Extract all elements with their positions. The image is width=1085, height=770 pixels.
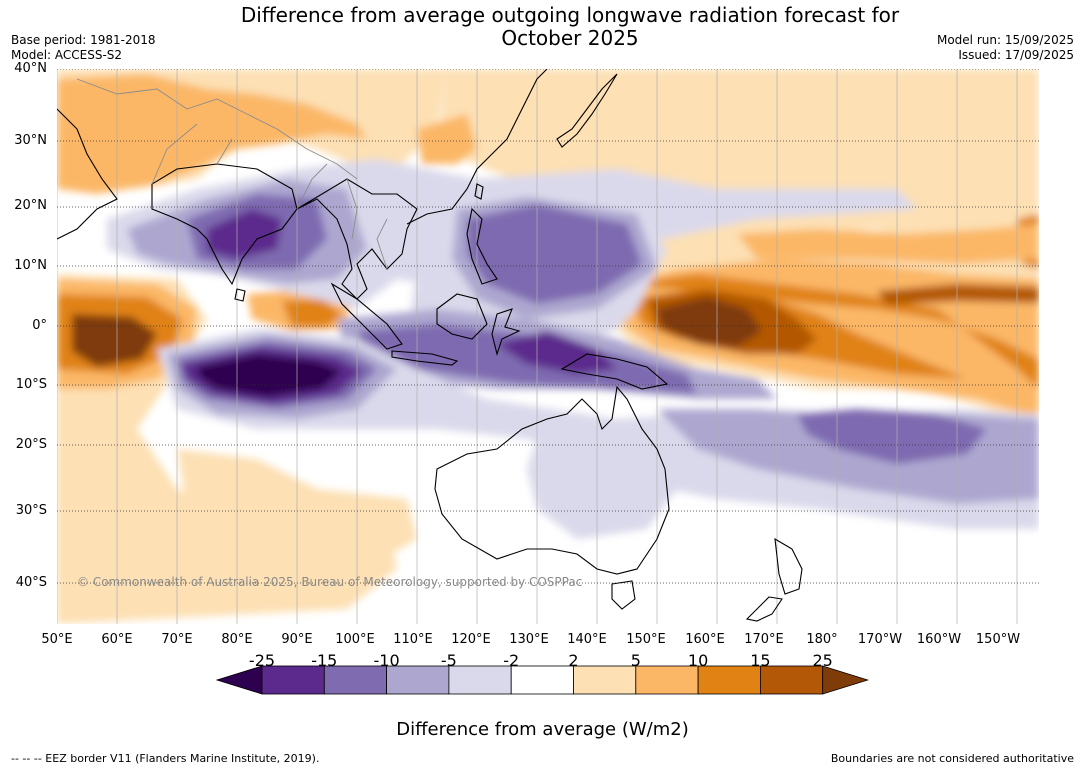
colorbar-swatch (448, 665, 512, 695)
lon-label: 100°E (335, 632, 375, 647)
lat-label: 40°N (14, 61, 47, 76)
colorbar-tick: -2 (503, 651, 520, 670)
colorbar-swatch (635, 665, 699, 695)
colorbar-tick: -15 (311, 651, 338, 670)
philippines-coastline (466, 207, 498, 285)
lon-label: 180° (806, 632, 838, 647)
colorbar-swatch (697, 665, 761, 695)
lon-label: 50°E (41, 632, 73, 647)
anomaly-band-bay-of-bengal-core (207, 209, 282, 259)
lon-label: 150°E (626, 632, 666, 647)
lon-label: 60°E (101, 632, 133, 647)
model-run-text: Model run: 15/09/2025 (936, 33, 1074, 47)
sri-lanka-coastline (234, 288, 246, 302)
australia-coastline (434, 385, 670, 575)
borneo-coastline (436, 293, 488, 340)
colorbar-tick: 25 (812, 651, 833, 670)
lon-label: 170°W (857, 632, 903, 647)
lat-label: 20°S (15, 437, 47, 452)
anomaly-shading (57, 69, 1039, 624)
anomaly-band-china-north-mid (57, 74, 367, 194)
lon-label: 110°E (393, 632, 433, 647)
colorbar-title: Difference from average (W/m2) (396, 719, 689, 740)
anomaly-band-indian-ocean-peak (197, 354, 342, 397)
anomaly-band-australia-light (527, 419, 677, 539)
lat-label: 20°N (14, 198, 47, 213)
new-guinea-coastline (560, 353, 669, 390)
colorbar-swatch (760, 665, 824, 695)
copyright-notice: © Commonwealth of Australia 2025, Bureau… (77, 575, 583, 589)
tasmania-coastline (611, 580, 636, 610)
lat-label: 10°N (14, 258, 47, 273)
country-borders (76, 78, 388, 270)
eez-legend-note: -- -- -- EEZ border V11 (Flanders Marine… (11, 752, 320, 765)
title-line-2: October 2025 (501, 26, 639, 50)
colorbar-tick: -25 (248, 651, 276, 670)
southeast-asia-coastline (296, 178, 418, 300)
map-title: Difference from average outgoing longwav… (200, 4, 940, 50)
colorbar-swatch (386, 665, 450, 695)
left-metadata: Base period: 1981-2018 Model: ACCESS-S2 (11, 33, 156, 63)
arabia-coastline (57, 108, 118, 240)
base-period-text: Base period: 1981-2018 (11, 33, 156, 47)
colorbar-swatch (261, 665, 325, 695)
taiwan-coastline (474, 183, 484, 200)
colorbar (215, 665, 870, 695)
boundaries-disclaimer: Boundaries are not considered authoritat… (830, 752, 1074, 765)
lon-label: 70°E (161, 632, 193, 647)
new-zealand-coastline (745, 537, 803, 622)
anomaly-band-indian-west-core (72, 314, 157, 367)
gridlines (57, 69, 1039, 624)
lat-label: 30°S (15, 503, 47, 518)
lat-label: 30°N (14, 133, 47, 148)
colorbar-tick: 2 (568, 651, 579, 670)
india-coastline (151, 163, 298, 286)
coastlines (57, 69, 803, 622)
lon-label: 160°E (685, 632, 725, 647)
colorbar-tick: 5 (630, 651, 641, 670)
anomaly-band-pacific-peak (657, 297, 762, 347)
lat-label: 40°S (15, 575, 47, 590)
lon-label: 120°E (451, 632, 491, 647)
anomaly-band-banda-sea-core (497, 331, 617, 374)
colorbar-extension-high (822, 665, 870, 695)
anomaly-band-central-pacific-strip (877, 284, 1039, 305)
lon-label: 140°E (567, 632, 607, 647)
lat-label: 0° (32, 318, 47, 333)
lat-label: 10°S (15, 377, 47, 392)
lon-label: 90°E (281, 632, 313, 647)
asia-country-borders (76, 78, 388, 270)
colorbar-swatch (323, 665, 388, 695)
lon-label: 160°W (916, 632, 962, 647)
colorbar-tick: 15 (750, 651, 771, 670)
colorbar-tick: 10 (687, 651, 709, 670)
issued-text: Issued: 17/09/2025 (958, 48, 1074, 62)
anomaly-band-pacific-north-strip (737, 224, 1039, 264)
lon-label: 150°W (975, 632, 1021, 647)
anomaly-band-indian-ocean-south (167, 334, 1039, 504)
anomaly-band-philippines-strong (467, 204, 642, 304)
colorbar-swatch (573, 665, 637, 695)
longitude-gridlines (57, 69, 1018, 624)
java-coastline (391, 350, 459, 366)
colorbar-tick: -5 (440, 651, 457, 670)
japan-coastline (556, 73, 618, 148)
colorbar-extension-low (215, 665, 263, 695)
sulawesi-coastline (491, 308, 521, 356)
sumatra-coastline (330, 282, 403, 350)
model-text: Model: ACCESS-S2 (11, 48, 123, 62)
anomaly-band-china-east (417, 114, 477, 164)
lon-label: 170°E (744, 632, 784, 647)
colorbar-swatch (510, 665, 574, 695)
anomaly-map (57, 69, 1039, 624)
china-coastline (406, 69, 548, 225)
lon-label: 130°E (509, 632, 549, 647)
colorbar-tick: -10 (373, 651, 400, 670)
lon-label: 80°E (221, 632, 253, 647)
right-metadata: Model run: 15/09/2025 Issued: 17/09/2025 (937, 33, 1074, 63)
colorbar-swatches (215, 665, 870, 695)
title-line-1: Difference from average outgoing longwav… (240, 3, 900, 27)
